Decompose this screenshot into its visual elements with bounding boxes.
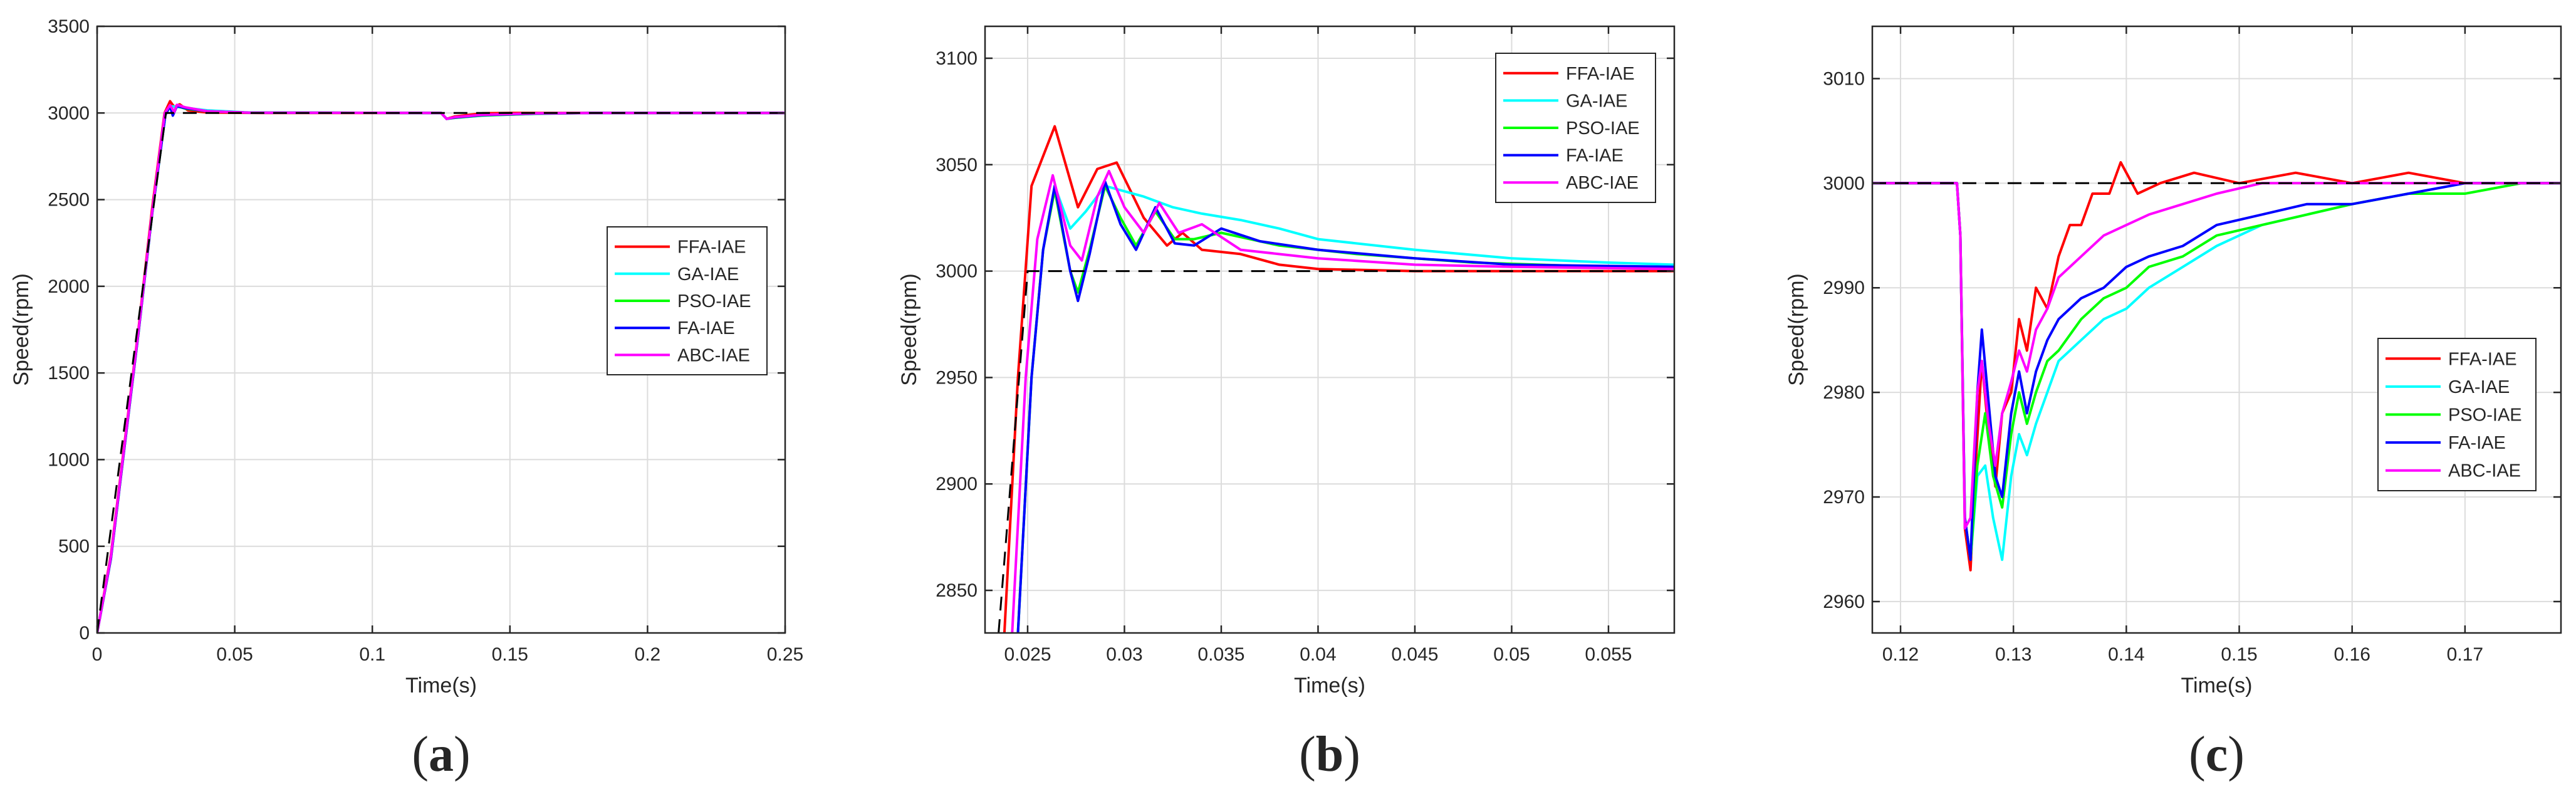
legend-label: PSO-IAE — [1566, 118, 1640, 138]
legend-label: PSO-IAE — [677, 291, 751, 311]
legend: FFA-IAE GA-IAE PSO-IAE FA-IAE ABC-IAE — [1495, 53, 1656, 203]
legend-label: FA-IAE — [677, 318, 735, 338]
axes-frame — [1871, 25, 2562, 634]
axes-frame — [984, 25, 1676, 634]
y-tick-label: 500 — [58, 536, 90, 557]
x-tick-label: 0.025 — [1004, 644, 1051, 665]
y-tick-label: 1000 — [48, 449, 90, 470]
y-tick-label: 2950 — [936, 367, 978, 388]
legend-label: FFA-IAE — [1566, 64, 1635, 84]
x-tick-label: 0.15 — [492, 644, 528, 665]
x-tick-label: 0.03 — [1106, 644, 1142, 665]
y-axis-label: Speed(rpm) — [1785, 273, 1808, 386]
legend-label: GA-IAE — [2448, 377, 2510, 397]
caption-open-paren: ( — [2189, 727, 2206, 782]
series-line-abc-iae — [1011, 170, 1674, 633]
panel-b: 0.025 0.03 0.035 0.04 0.045 0.05 0.055 2850 2900… — [897, 25, 1676, 782]
x-tick-label: 0.055 — [1585, 644, 1632, 665]
series-line-ffa-iae — [1003, 125, 1674, 633]
x-tick-label: 0.17 — [2447, 644, 2483, 665]
axes-frame — [96, 25, 786, 634]
legend: FFA-IAE GA-IAE PSO-IAE FA-IAE ABC-IAE — [607, 226, 768, 375]
y-tick-label: 2960 — [1823, 592, 1865, 612]
x-tick-label: 0.14 — [2108, 644, 2144, 665]
reference-line — [97, 112, 785, 633]
series-group — [97, 100, 785, 633]
legend-label: GA-IAE — [1566, 91, 1627, 111]
legend-label: FA-IAE — [2448, 433, 2506, 453]
caption-letter: b — [1316, 727, 1344, 782]
x-tick-label: 0.15 — [2221, 644, 2257, 665]
x-tick-label: 0.1 — [359, 644, 385, 665]
caption-open-paren: ( — [1299, 727, 1316, 782]
caption-close-paren: ) — [2228, 727, 2245, 782]
x-tick-label: 0.035 — [1197, 644, 1244, 665]
caption-close-paren: ) — [1343, 727, 1360, 782]
y-tick-label: 3100 — [936, 48, 978, 69]
x-tick-label: 0.13 — [1995, 644, 2031, 665]
x-tick-label: 0.05 — [1493, 644, 1530, 665]
x-axis-label: Time(s) — [2181, 674, 2253, 697]
panel-a: 0 0.05 0.1 0.15 0.2 0.25 0 500 1000 1500 2000 2500 3… — [9, 16, 803, 782]
y-tick-label: 3050 — [936, 155, 978, 175]
x-axis-label: Time(s) — [1294, 674, 1365, 697]
legend-label: FFA-IAE — [677, 238, 746, 258]
y-tick-label: 3500 — [48, 16, 90, 37]
x-axis-label: Time(s) — [405, 674, 477, 697]
x-tick-label: 0.045 — [1391, 644, 1438, 665]
x-tick-label: 0.25 — [767, 644, 803, 665]
y-tick-label: 3010 — [1823, 68, 1865, 89]
x-tick-label: 0.05 — [216, 644, 253, 665]
panel-caption: (a) — [412, 727, 470, 782]
y-tick-label: 3000 — [1823, 173, 1865, 194]
legend-label: GA-IAE — [677, 264, 739, 285]
legend-label: ABC-IAE — [1566, 173, 1639, 193]
series-line-pso-iae — [1872, 182, 2561, 562]
series-group — [998, 125, 1674, 633]
legend-label: FA-IAE — [1566, 146, 1624, 166]
panel-c: 0.12 0.13 0.14 0.15 0.16 0.17 2960 2970 2980 2990… — [1785, 25, 2562, 782]
legend-label: ABC-IAE — [2448, 461, 2521, 481]
y-tick-label: 3000 — [48, 103, 90, 123]
caption-close-paren: ) — [454, 727, 471, 782]
y-tick-label: 0 — [79, 623, 90, 644]
x-tick-label: 0.2 — [635, 644, 661, 665]
y-tick-label: 2970 — [1823, 487, 1865, 508]
caption-open-paren: ( — [412, 727, 429, 782]
caption-letter: a — [429, 727, 454, 782]
legend-label: PSO-IAE — [2448, 405, 2522, 426]
y-tick-label: 2000 — [48, 276, 90, 297]
legend-label: FFA-IAE — [2448, 349, 2517, 369]
panel-caption: (b) — [1299, 727, 1360, 782]
series-line-abc-iae — [1872, 182, 2561, 530]
panel-caption: (c) — [2189, 727, 2245, 782]
y-tick-label: 3000 — [936, 261, 978, 282]
reference-line — [998, 270, 1674, 633]
legend-label: ABC-IAE — [677, 345, 750, 365]
y-tick-label: 2850 — [936, 580, 978, 601]
x-tick-label: 0 — [92, 644, 103, 665]
legend: FFA-IAE GA-IAE PSO-IAE FA-IAE ABC-IAE — [2377, 338, 2537, 491]
y-tick-label: 2900 — [936, 474, 978, 494]
y-tick-label: 2980 — [1823, 382, 1865, 403]
y-tick-label: 2990 — [1823, 278, 1865, 298]
y-axis-label: Speed(rpm) — [897, 273, 921, 386]
y-tick-label: 2500 — [48, 190, 90, 211]
y-axis-label: Speed(rpm) — [9, 273, 33, 386]
x-tick-label: 0.04 — [1300, 644, 1336, 665]
x-tick-label: 0.16 — [2334, 644, 2370, 665]
plot-area — [1872, 26, 2561, 633]
series-group — [1872, 161, 2561, 572]
x-tick-label: 0.12 — [1882, 644, 1919, 665]
series-line-abc-iae — [97, 103, 785, 633]
y-tick-label: 1500 — [48, 363, 90, 384]
caption-letter: c — [2206, 727, 2228, 782]
